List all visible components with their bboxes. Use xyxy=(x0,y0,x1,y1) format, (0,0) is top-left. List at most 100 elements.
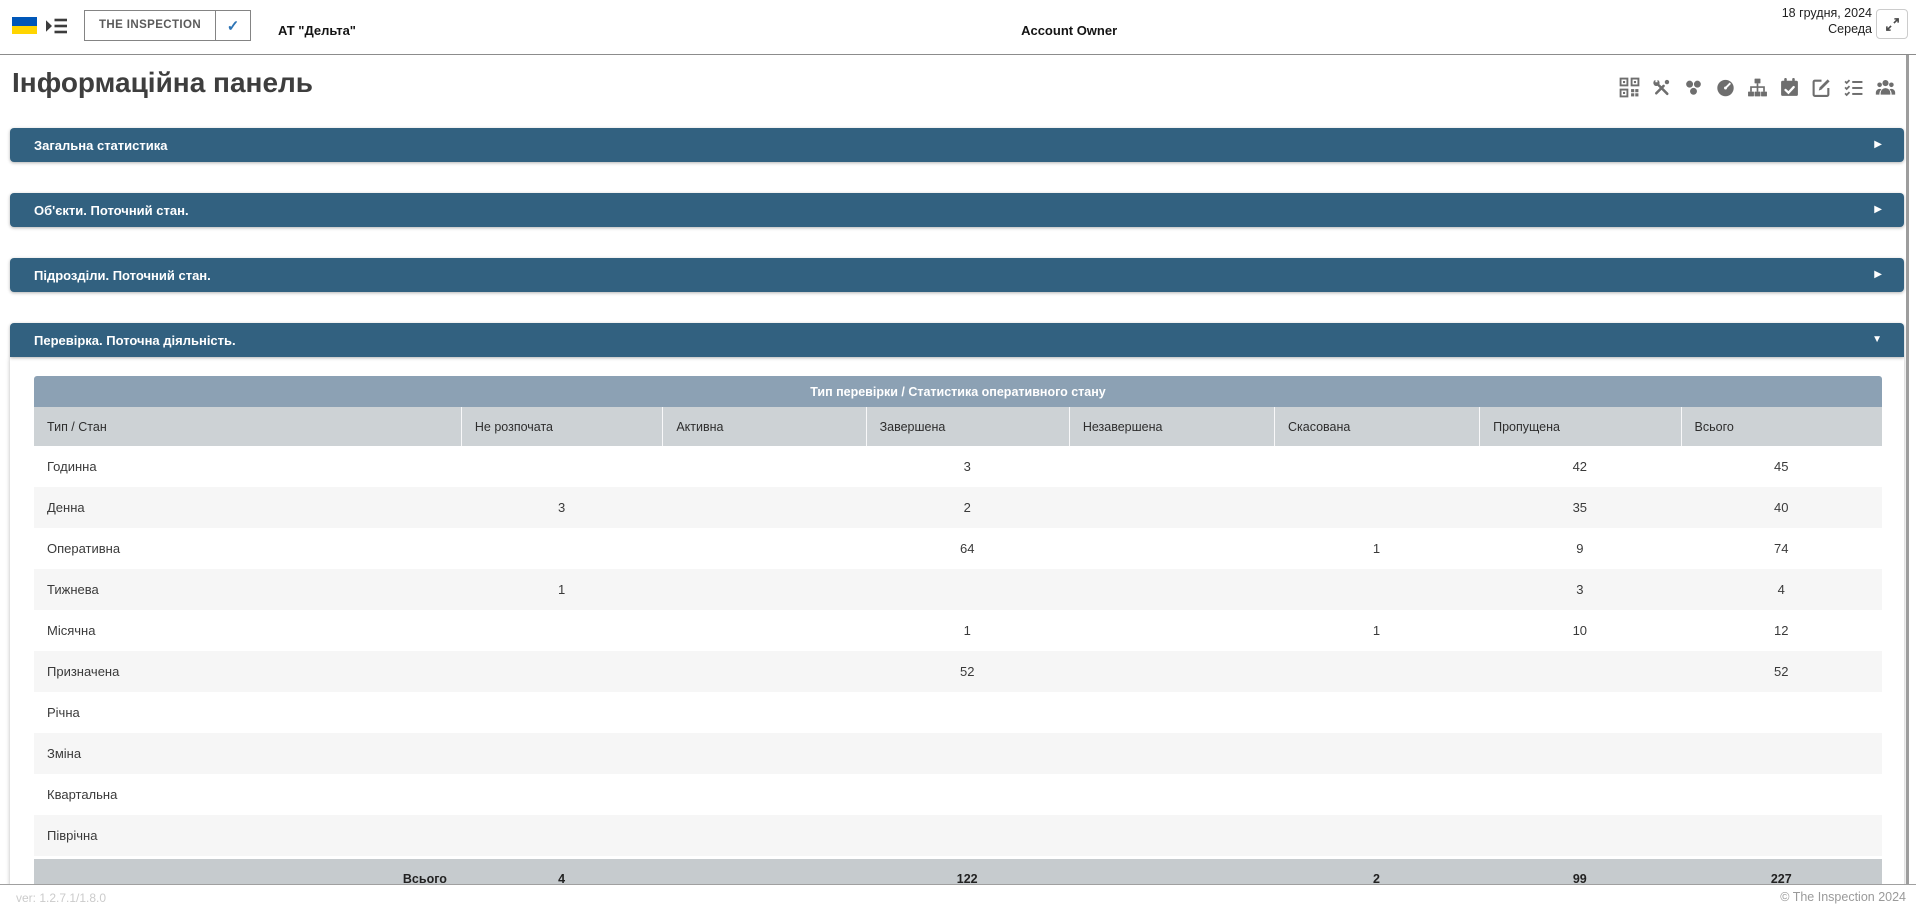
cell-value xyxy=(1069,610,1274,651)
cell-value xyxy=(866,774,1069,815)
cell-value xyxy=(461,610,662,651)
account-owner-label: Account Owner xyxy=(1021,23,1118,38)
cell-value: 9 xyxy=(1576,541,1584,556)
panel-title: Об'єкти. Поточний стан. xyxy=(34,202,189,218)
cell-value xyxy=(1068,651,1274,692)
cell-value: 42 xyxy=(1572,459,1588,474)
cell-value xyxy=(460,815,663,856)
table-row: Оперативна 64 1 9 74 xyxy=(34,528,1882,569)
table-row: Денна 3 2 35 40 xyxy=(34,487,1882,528)
panel-objects-current-state: Об'єкти. Поточний стан. ▶ xyxy=(10,193,1904,227)
cell-value xyxy=(1681,774,1882,815)
chevron-right-icon: ▶ xyxy=(1874,139,1882,150)
table-row: Річна xyxy=(34,692,1882,733)
edit-icon[interactable] xyxy=(1811,77,1832,98)
cell-value xyxy=(1273,733,1480,774)
cell-value xyxy=(865,815,1069,856)
cell-value xyxy=(662,651,866,692)
cell-value: 1 xyxy=(1372,541,1381,556)
cell-value xyxy=(866,692,1069,733)
column-header: Незавершена xyxy=(1068,407,1274,446)
cell-value: 12 xyxy=(1774,623,1789,638)
gauge-icon[interactable] xyxy=(1715,77,1736,98)
panel-header-general-statistics[interactable]: Загальна статистика ▶ xyxy=(10,128,1904,162)
cell-value xyxy=(662,487,866,528)
panel-list: Загальна статистика ▶ Об'єкти. Поточний … xyxy=(10,128,1904,910)
cell-value: 1 xyxy=(963,623,971,638)
sitemap-icon[interactable] xyxy=(1747,77,1768,98)
column-header: Не розпочата xyxy=(460,407,663,446)
current-weekday: Середа xyxy=(1828,22,1872,36)
cell-value xyxy=(662,733,866,774)
cell-value xyxy=(662,774,865,815)
brand-label: THE INSPECTION xyxy=(99,19,202,31)
users-icon[interactable] xyxy=(1875,77,1896,98)
cell-value xyxy=(662,610,865,651)
cell-value xyxy=(1069,774,1274,815)
cell-value xyxy=(461,692,662,733)
cell-value: 3 xyxy=(963,459,971,474)
cell-value xyxy=(1274,774,1479,815)
cell-value xyxy=(1069,528,1274,569)
current-date: 18 грудня, 2024 xyxy=(1781,6,1872,20)
fullscreen-button[interactable] xyxy=(1876,9,1908,39)
cell-value: 10 xyxy=(1572,623,1588,638)
cell-value xyxy=(662,446,865,487)
table-row: Тижнева 1 3 4 xyxy=(34,569,1882,610)
cell-value xyxy=(1681,692,1882,733)
sidebar-toggle-icon[interactable] xyxy=(44,15,68,37)
cell-value xyxy=(1479,692,1680,733)
row-type-label: Призначена xyxy=(34,651,461,692)
column-header: Всього xyxy=(1680,407,1882,446)
qr-code-icon[interactable] xyxy=(1619,77,1640,98)
panel-general-statistics: Загальна статистика ▶ xyxy=(10,128,1904,162)
cell-value: 1 xyxy=(460,569,663,610)
row-type-label: Квартальна xyxy=(47,787,118,802)
tools-icon[interactable] xyxy=(1651,77,1672,98)
cell-value xyxy=(1273,815,1480,856)
row-type-label: Зміна xyxy=(34,733,461,774)
cell-value xyxy=(1680,815,1882,856)
ukraine-flag-icon[interactable] xyxy=(12,17,37,34)
panel-header-objects[interactable]: Об'єкти. Поточний стан. ▶ xyxy=(10,193,1904,227)
check-icon[interactable]: ✓ xyxy=(215,11,250,40)
status-bar: ver: 1.2.7.1/1.8.0 © The Inspection 2024 xyxy=(0,884,1916,912)
cell-value xyxy=(1068,815,1274,856)
checklist-icon[interactable] xyxy=(1843,77,1864,98)
chevron-right-icon: ▶ xyxy=(1874,269,1882,280)
column-header: Тип / Стан xyxy=(34,407,461,446)
date-block: 18 грудня, 2024 Середа xyxy=(1782,5,1872,37)
cell-value xyxy=(662,569,866,610)
row-type-label: Оперативна xyxy=(47,541,121,556)
cell-value xyxy=(662,815,866,856)
column-header: Активна xyxy=(662,407,866,446)
panel-header-units[interactable]: Підрозділи. Поточний стан. ▶ xyxy=(10,258,1904,292)
cell-value xyxy=(1274,446,1479,487)
table-title: Тип перевірки / Статистика оперативного … xyxy=(34,376,1882,407)
column-header: Завершена xyxy=(865,407,1069,446)
table-columns-row: Тип / Стан Не розпочата Активна Завершена Не… xyxy=(34,407,1882,446)
table-row: Годинна 3 42 45 xyxy=(34,446,1882,487)
chevron-down-icon: ▼ xyxy=(1872,334,1882,345)
objects-icon[interactable] xyxy=(1683,77,1704,98)
panel-header-inspection[interactable]: Перевірка. Поточна діяльність. ▼ xyxy=(10,323,1904,357)
table-row: Призначена 52 52 xyxy=(34,651,1882,692)
table-row: Зміна xyxy=(34,733,1882,774)
page-title: Інформаційна панель xyxy=(12,67,314,98)
toolbar xyxy=(1619,77,1896,98)
row-type-label: Піврічна xyxy=(34,815,461,856)
column-header: Пропущена xyxy=(1479,407,1681,446)
cell-value: 35 xyxy=(1479,487,1681,528)
cell-value xyxy=(1479,815,1681,856)
top-bar: THE INSPECTION ✓ АТ "Дельта" Account Own… xyxy=(0,0,1916,55)
row-type-label: Годинна xyxy=(47,459,97,474)
calendar-check-icon[interactable] xyxy=(1779,77,1800,98)
panel-title: Загальна статистика xyxy=(34,137,168,153)
cell-value: 74 xyxy=(1774,541,1789,556)
panel-units-current-state: Підрозділи. Поточний стан. ▶ xyxy=(10,258,1904,292)
column-header: Скасована xyxy=(1273,407,1480,446)
vertical-scrollbar[interactable] xyxy=(1906,55,1909,884)
cell-value xyxy=(1479,733,1681,774)
cell-value xyxy=(865,569,1069,610)
cell-value xyxy=(1479,774,1680,815)
